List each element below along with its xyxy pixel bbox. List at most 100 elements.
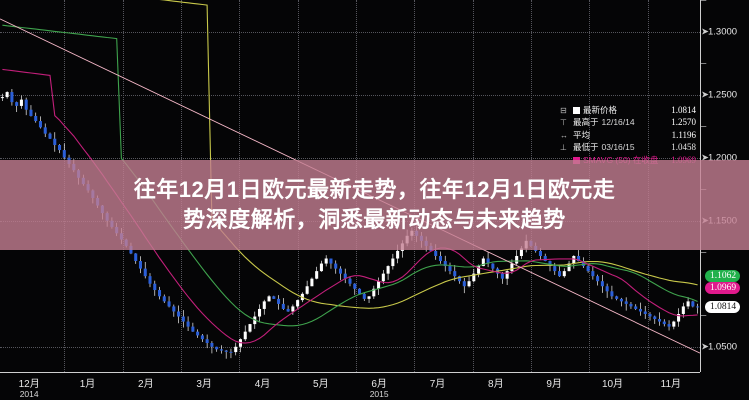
candle-body (453, 271, 457, 277)
candle-body (543, 255, 547, 262)
candle-body (143, 268, 147, 277)
candle-body (29, 109, 33, 117)
legend-row[interactable]: ↔ 平均 1.1196 (560, 129, 696, 141)
candle-body (681, 306, 685, 314)
legend-value: 1.1196 (671, 129, 696, 140)
candle-body (158, 290, 162, 297)
legend-row[interactable]: ⊤ 最高于 12/16/14 1.2570 (560, 116, 696, 128)
candle-body (34, 116, 38, 122)
candle-body (24, 99, 28, 110)
candle-body (353, 283, 357, 289)
candle-body (315, 271, 319, 279)
smavg-100-badge[interactable]: 1.1062 (705, 269, 741, 282)
date-axis-tick: 7月 (430, 375, 446, 390)
date-axis[interactable]: 12月 2014 1月 2月 3月 4月 5月 6月 2015 7月 8月 9月 10月 11月 (0, 372, 700, 400)
headline-banner: 往年12月1日欧元最新走势，往年12月1日欧元走 势深度解析，洞悉最新动态与未来… (0, 160, 749, 250)
candle-body (648, 313, 652, 317)
candle-body (262, 301, 266, 309)
legend-row[interactable]: ⊥ 最低于 03/16/15 1.0458 (560, 141, 696, 153)
candle-body (62, 150, 66, 158)
legend-marker-icon: ↔ (560, 130, 568, 140)
date-axis-month: 12月 (18, 379, 40, 390)
date-axis-month: 11月 (660, 379, 682, 390)
date-axis-tick: 11月 (661, 375, 681, 390)
candle-body (286, 308, 290, 312)
candle-body (358, 288, 362, 294)
candle-body (210, 342, 214, 347)
candle-body (296, 300, 300, 307)
candle-body (577, 255, 581, 262)
candle-body (505, 271, 509, 279)
candle-body (38, 121, 42, 128)
candle-body (248, 324, 252, 332)
price-axis-tick-label: 1.2500 (708, 89, 738, 101)
candle-body (515, 255, 519, 264)
price-axis-minor-tick: – (701, 309, 707, 321)
date-axis-month: 10月 (601, 379, 624, 390)
candle-body (191, 326, 195, 332)
candle-body (267, 296, 271, 302)
candle-body (377, 281, 381, 289)
date-axis-tick: 8月 (488, 375, 504, 390)
candle-body (562, 271, 566, 277)
date-axis-month: 1月 (79, 379, 96, 390)
candle-body (510, 263, 514, 272)
candle-body (548, 261, 552, 267)
candle-body (438, 255, 442, 262)
candle-body (667, 324, 671, 327)
candle-body (372, 288, 376, 297)
candle-body (272, 296, 276, 299)
last-price-badge[interactable]: 1.0814 (705, 301, 741, 314)
smavg-50-badge[interactable]: 1.0969 (705, 281, 741, 294)
smavg-100-line (2, 24, 698, 327)
candle-body (277, 298, 281, 304)
candle-body (5, 92, 9, 98)
date-axis-tick: 10月 (602, 375, 623, 390)
legend-value: 1.0458 (671, 142, 696, 153)
date-axis-tick: 1月 (80, 375, 96, 390)
candle-body (234, 346, 238, 353)
candle-body (610, 291, 614, 297)
candle-body (486, 258, 490, 264)
date-axis-tick: 6月 2015 (370, 375, 389, 399)
candle-body (229, 351, 233, 353)
candle-body (334, 263, 338, 269)
tick-mark-icon: ➤ (701, 89, 709, 101)
candle-body (367, 296, 371, 299)
candle-body (581, 261, 585, 267)
candle-body (596, 276, 600, 282)
candle-body (643, 311, 647, 314)
price-axis-tick: ➤1.2000 (701, 152, 737, 163)
candle-body (19, 99, 23, 106)
candle-body (477, 266, 481, 274)
price-axis-minor-tick: – (701, 246, 707, 258)
candle-body (434, 250, 438, 256)
legend-label: 最新价格 (583, 105, 618, 115)
legend-row[interactable]: ⊟ 最新价格 1.0814 (560, 104, 696, 116)
candle-body (658, 319, 662, 322)
candle-body (281, 303, 285, 309)
candle-body (386, 266, 390, 274)
candle-body (224, 350, 228, 352)
candle-body (43, 127, 47, 134)
candle-body (572, 255, 576, 264)
date-axis-tick: 3月 (196, 375, 212, 390)
legend-value: 1.0969 (671, 154, 696, 166)
date-axis-month: 9月 (546, 379, 562, 390)
chart-legend[interactable]: ⊟ 最新价格 1.0814 ⊤ 最高于 12/16/14 1.2570 ↔ 平均 1.1… (560, 104, 696, 166)
candle-body (586, 266, 590, 272)
date-axis-month: 7月 (429, 379, 446, 390)
legend-value: 1.2570 (671, 117, 696, 128)
headline-line-2: 势深度解析，洞悉最新动态与未来趋势 (183, 207, 566, 232)
legend-label: 最高于 (573, 117, 599, 128)
candle-body (200, 335, 204, 340)
candle-body (243, 331, 247, 340)
candle-body (343, 273, 347, 279)
candle-body (10, 92, 14, 103)
date-axis-month: 8月 (488, 379, 504, 390)
candle-body (638, 308, 642, 312)
candle-body (567, 263, 571, 272)
candle-body (553, 266, 557, 272)
candle-body (381, 273, 385, 282)
